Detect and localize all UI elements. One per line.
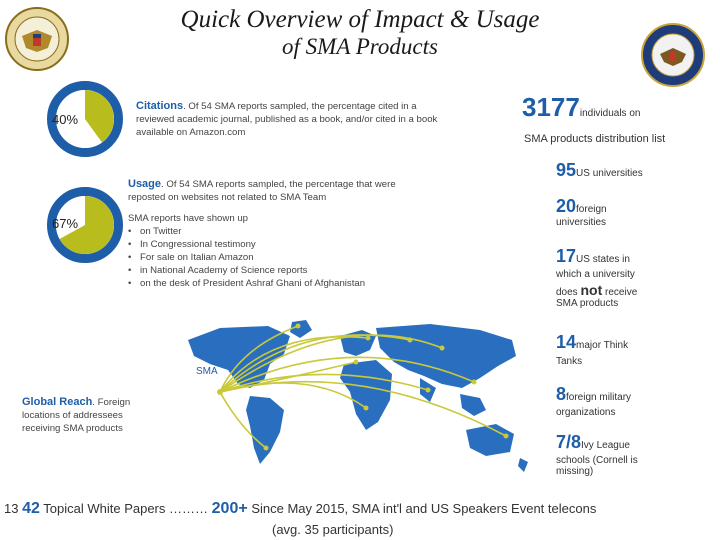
foreign-universities-text: foreign (576, 204, 607, 215)
list-item: in National Academy of Science reports (128, 264, 428, 277)
donut-filled-slice (59, 196, 114, 254)
foreign-military-text: foreign military (566, 392, 632, 403)
ivy-league-text: Ivy League (581, 440, 630, 451)
usage-block: Usage. Of 54 SMA reports sampled, the pe… (128, 178, 428, 204)
global-reach-text: . Foreign locations of addressees receiv… (22, 397, 131, 434)
us-states-stat: 17US states in which a university does n… (556, 246, 720, 309)
participants-text: (avg. 35 participants) (272, 522, 394, 537)
distribution-text: individuals on (579, 108, 641, 119)
page-title: Quick Overview of Impact & Usage (180, 6, 540, 33)
list-item: on Twitter (128, 225, 428, 238)
ivy-league-stat: 7/8Ivy League schools (Cornell is missin… (556, 432, 720, 477)
donut-ring (47, 81, 123, 157)
list-item: For sale on Italian Amazon (128, 251, 428, 264)
ivy-league-subtext: schools (Cornell is (556, 455, 638, 466)
us-states-not: not (580, 282, 603, 298)
list-item: on the desk of President Ashraf Ghani of… (128, 277, 428, 290)
distribution-number: 3177 (522, 92, 580, 122)
distribution-stat: 3177individuals on (522, 92, 720, 123)
ivy-league-number: 7/8 (556, 432, 582, 452)
department-of-defense-seal (640, 22, 706, 88)
foreign-universities-number: 20 (556, 196, 577, 216)
usage-donut-chart (44, 184, 126, 266)
list-item: In Congressional testimony (128, 238, 428, 251)
think-tanks-subtext: Tanks (556, 356, 583, 367)
us-universities-text: US universities (576, 168, 643, 179)
donut-filled-slice (85, 90, 114, 143)
citations-heading: Citations (136, 100, 184, 112)
foreign-military-subtext: organizations (556, 407, 616, 418)
speakers-number: 200+ (211, 500, 248, 517)
white-papers-text: Topical White Papers (43, 501, 166, 516)
citations-donut-chart (44, 78, 126, 160)
ivy-league-subtext-2: missing) (556, 466, 594, 477)
think-tanks-stat: 14major Think Tanks (556, 332, 720, 367)
white-papers-number: 42 (22, 500, 40, 517)
foreign-universities-stat: 20foreign universities (556, 196, 720, 228)
distribution-subtext: SMA products distribution list (524, 133, 666, 145)
usage-list-block: SMA reports have shown up on Twitter In … (128, 212, 428, 290)
usage-percent: 67% (52, 216, 79, 231)
think-tanks-text: major Think (576, 340, 629, 351)
think-tanks-number: 14 (556, 332, 577, 352)
page-subtitle: of SMA Products (282, 34, 438, 59)
us-universities-number: 95 (556, 160, 577, 180)
donut-ring (47, 187, 123, 263)
foreign-universities-subtext: universities (556, 217, 607, 228)
us-states-number: 17 (556, 246, 577, 266)
usage-heading: Usage (128, 178, 162, 190)
us-states-not-line: does not receive (556, 282, 720, 298)
us-universities-stat: 95US universities (556, 160, 720, 181)
citations-percent: 40% (52, 112, 79, 127)
usage-list-intro: SMA reports have shown up (128, 213, 248, 224)
us-states-receive: receive (605, 287, 638, 298)
us-states-products: SMA products (556, 298, 619, 309)
world-map (180, 318, 536, 488)
sma-map-label: SMA (196, 366, 218, 377)
citations-text: . Of 54 SMA reports sampled, the percent… (136, 101, 438, 138)
reach-arcs (219, 325, 507, 449)
foreign-military-stat: 8foreign military organizations (556, 384, 720, 418)
bottom-line: 13 42 Topical White Papers ……… 200+ Sinc… (4, 500, 720, 518)
global-reach-block: Global Reach. Foreign locations of addre… (22, 396, 152, 435)
citations-block: Citations. Of 54 SMA reports sampled, th… (136, 100, 446, 139)
usage-text: . Of 54 SMA reports sampled, the percent… (128, 179, 396, 203)
page-number: 13 (4, 501, 19, 516)
joint-chiefs-seal (4, 6, 70, 72)
us-states-text: US states in (576, 254, 630, 265)
reach-points (217, 323, 509, 451)
foreign-military-number: 8 (556, 384, 567, 404)
us-states-does: does (556, 287, 578, 298)
dots: ……… (169, 501, 209, 516)
us-states-subtext: which a university (556, 269, 635, 280)
speakers-text: Since May 2015, SMA int'l and US Speaker… (251, 501, 597, 516)
continents (188, 320, 528, 472)
global-reach-heading: Global Reach (22, 396, 93, 408)
